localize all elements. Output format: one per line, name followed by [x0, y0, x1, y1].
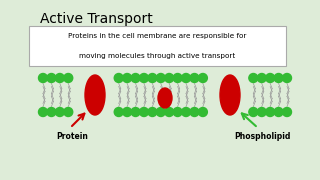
- Circle shape: [198, 107, 207, 116]
- Circle shape: [249, 73, 258, 82]
- Circle shape: [198, 73, 207, 82]
- Circle shape: [131, 73, 140, 82]
- Circle shape: [47, 107, 56, 116]
- Circle shape: [283, 107, 292, 116]
- Text: Active Transport: Active Transport: [40, 12, 153, 26]
- Circle shape: [173, 73, 182, 82]
- Circle shape: [283, 73, 292, 82]
- Circle shape: [114, 73, 123, 82]
- Circle shape: [266, 107, 275, 116]
- Circle shape: [156, 73, 165, 82]
- Text: Phospholipid: Phospholipid: [234, 132, 290, 141]
- Circle shape: [181, 107, 190, 116]
- Circle shape: [173, 107, 182, 116]
- Text: moving molecules through active transport: moving molecules through active transpor…: [79, 53, 236, 59]
- Circle shape: [55, 107, 64, 116]
- Ellipse shape: [158, 88, 172, 108]
- Circle shape: [55, 73, 64, 82]
- Circle shape: [140, 73, 148, 82]
- Circle shape: [257, 107, 266, 116]
- Circle shape: [181, 73, 190, 82]
- Circle shape: [156, 107, 165, 116]
- Circle shape: [38, 107, 47, 116]
- Circle shape: [148, 73, 157, 82]
- Circle shape: [123, 107, 132, 116]
- Circle shape: [274, 107, 283, 116]
- Circle shape: [190, 73, 199, 82]
- Circle shape: [257, 73, 266, 82]
- Circle shape: [249, 107, 258, 116]
- Text: Proteins in the cell membrane are responsible for: Proteins in the cell membrane are respon…: [68, 33, 247, 39]
- Circle shape: [114, 107, 123, 116]
- Circle shape: [274, 73, 283, 82]
- Circle shape: [165, 107, 174, 116]
- Ellipse shape: [220, 75, 240, 115]
- Circle shape: [148, 107, 157, 116]
- Circle shape: [47, 73, 56, 82]
- Circle shape: [38, 73, 47, 82]
- Circle shape: [140, 107, 148, 116]
- FancyBboxPatch shape: [29, 26, 286, 66]
- Circle shape: [123, 73, 132, 82]
- Circle shape: [131, 107, 140, 116]
- Ellipse shape: [85, 75, 105, 115]
- Circle shape: [266, 73, 275, 82]
- Circle shape: [64, 73, 73, 82]
- Circle shape: [190, 107, 199, 116]
- Circle shape: [165, 73, 174, 82]
- Circle shape: [64, 107, 73, 116]
- Text: Protein: Protein: [56, 132, 88, 141]
